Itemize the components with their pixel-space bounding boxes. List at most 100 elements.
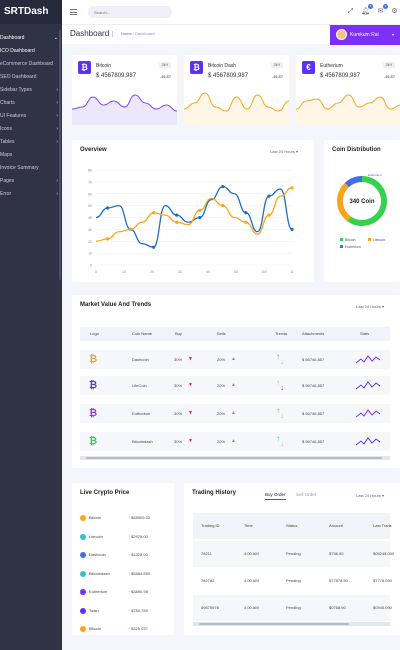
x-tick-label: 0 bbox=[95, 270, 97, 274]
trading-scrollbar[interactable] bbox=[193, 622, 390, 626]
sidebar-item[interactable]: Error › bbox=[0, 188, 62, 201]
coin-name: LiteCoin bbox=[132, 383, 147, 388]
trend-arrows-icon: ↑ ↓ bbox=[276, 434, 284, 448]
coin-logo-icon: ₿ bbox=[89, 354, 98, 365]
trend-arrows-icon: ↑ ↓ bbox=[276, 406, 284, 420]
sidebar-item[interactable]: Tables › bbox=[0, 136, 62, 149]
coin-price: ↑ $3890.98 bbox=[128, 585, 148, 599]
trading-period-select[interactable]: Last 24 Hours ▾ bbox=[356, 493, 385, 498]
page-header: Dashboard Home / Dashboard Kumkum Rai ▾ bbox=[62, 24, 400, 45]
mail-icon[interactable]: ✉ 3 bbox=[377, 4, 388, 15]
pie-slice bbox=[347, 176, 387, 226]
coin-period-badge: 24H bbox=[158, 62, 171, 68]
sidebar-item[interactable]: Pages › bbox=[0, 175, 62, 188]
search-input[interactable] bbox=[88, 6, 172, 18]
tab-sell-order[interactable]: Sell Order bbox=[296, 492, 317, 497]
table-row[interactable]: 89675978 4.00 AM Pending $0768.90 $0945.090 bbox=[193, 595, 392, 621]
column-header: Status bbox=[286, 523, 298, 528]
coin-price: ↑ $1328.00 bbox=[128, 548, 148, 562]
series-point bbox=[198, 215, 202, 220]
overview-period-select[interactable]: Last 24 Hours ▾ bbox=[270, 149, 299, 154]
column-header: Trading ID bbox=[201, 523, 220, 528]
sidebar-item[interactable]: UI Features › bbox=[0, 110, 62, 123]
cell-last: $7778.090 bbox=[373, 578, 392, 583]
cell-time: 4.00 AM bbox=[244, 551, 259, 556]
list-item[interactable]: Bitcoindash ↑ $5684.890 bbox=[80, 567, 170, 582]
sidebar-item[interactable]: Invoice Summary bbox=[0, 162, 62, 175]
list-item[interactable]: Toain ↑ $750.789 bbox=[80, 604, 170, 619]
sparkline-area bbox=[296, 95, 400, 125]
trend-arrows-icon: ↑ ↓ bbox=[276, 352, 284, 366]
price-value: $5684.890 bbox=[131, 570, 151, 576]
x-tick-label: 10 bbox=[122, 270, 126, 274]
table-row[interactable]: 78211 4.00 AM Pending $758.90 $05245.090 bbox=[193, 541, 394, 567]
fullscreen-icon[interactable]: ⤢ bbox=[347, 8, 354, 15]
menu-toggle-icon[interactable] bbox=[70, 9, 77, 15]
attachment-value: $ 56746,857 bbox=[302, 439, 325, 444]
x-tick-label: 40 bbox=[206, 270, 210, 274]
live-title: Live Crypto Price bbox=[80, 490, 130, 496]
buy-value: 30% bbox=[174, 439, 183, 444]
slice-label: Eutherium bbox=[368, 173, 382, 177]
series-point bbox=[267, 194, 271, 198]
sidebar-item[interactable]: Sidebar Types › bbox=[0, 84, 62, 97]
series-point bbox=[175, 213, 179, 217]
coin-icon: ₿ bbox=[78, 61, 91, 74]
series-point bbox=[105, 206, 110, 210]
coin-name: Eutherium bbox=[89, 589, 108, 594]
bell-icon[interactable]: 🔔︎ 3 bbox=[361, 4, 373, 15]
sidebar-scrollbar[interactable] bbox=[59, 30, 61, 280]
table-row[interactable]: ₿ LiteCoin 30% ▼ 20% ▲ ↑ ↓ $ 56746,857 bbox=[80, 376, 390, 395]
sidebar-item[interactable]: Dashboard ⌄ bbox=[0, 32, 62, 45]
legend-label: Bitcoin bbox=[345, 238, 356, 242]
price-value: $3890.98 bbox=[131, 589, 148, 594]
breadcrumb-home[interactable]: Home bbox=[121, 31, 132, 36]
column-header: Attachments bbox=[302, 331, 325, 336]
table-row[interactable]: ₿ Dashcoin 30% ▼ 20% ▲ ↑ ↓ $ 56746,857 bbox=[80, 350, 390, 369]
legend-swatch bbox=[368, 238, 371, 241]
market-scrollbar[interactable] bbox=[80, 456, 390, 460]
table-row[interactable]: ₿ Euthorium 30% ▼ 20% ▲ ↑ ↓ $ 56746,857 bbox=[80, 404, 390, 423]
chevron-icon: › bbox=[56, 178, 58, 184]
table-row[interactable]: ₿ Bitcoindash 30% ▼ 20% ▲ ↑ ↓ $ 56746,857 bbox=[80, 432, 390, 451]
triangle-up-icon: ▲ bbox=[231, 356, 236, 362]
sidebar-item[interactable]: ICO Dashboard bbox=[0, 45, 62, 58]
coin-name: Bitcoin bbox=[89, 515, 102, 520]
tab-buy-order[interactable]: Buy Order bbox=[265, 492, 286, 500]
breadcrumb-current: Dashboard bbox=[135, 31, 155, 36]
coin-logo-icon: ₿ bbox=[89, 380, 98, 391]
sidebar-item[interactable]: eCommerce Dashboard bbox=[0, 58, 62, 71]
list-item[interactable]: Eutherium ↑ $3890.98 bbox=[80, 585, 170, 600]
sidebar-item-label: Maps bbox=[0, 152, 13, 158]
coin-change: -45.87 bbox=[271, 74, 283, 79]
coin-period-badge: 24H bbox=[382, 62, 395, 68]
list-item[interactable]: Bitcoin ↑ $65909.00 bbox=[80, 511, 170, 526]
coin-price: ↑ $750.789 bbox=[128, 604, 148, 618]
list-item[interactable]: Dashcoin ↑ $1328.00 bbox=[80, 548, 170, 563]
market-period-select[interactable]: Last 24 Hours ▾ bbox=[356, 304, 385, 309]
gear-icon[interactable]: ⚙ bbox=[391, 8, 398, 15]
arrow-up-icon: ↑ bbox=[128, 552, 132, 557]
sparkline-line bbox=[72, 94, 177, 112]
attachment-value: $ 56746,857 bbox=[302, 383, 325, 388]
sidebar-item[interactable]: SEO Dashboard bbox=[0, 71, 62, 84]
sidebar-item-label: Dashboard bbox=[0, 35, 25, 41]
brand-logo[interactable]: SRTDash bbox=[0, 0, 62, 24]
sidebar-item[interactable]: Charts › bbox=[0, 97, 62, 110]
sidebar-item[interactable]: Maps bbox=[0, 149, 62, 162]
user-menu-button[interactable]: Kumkum Rai ▾ bbox=[330, 25, 400, 45]
table-row[interactable]: 782782 4.00 AM Pending $77878.90 $7778.090 bbox=[193, 568, 392, 594]
legend-label: Eutherium bbox=[345, 245, 361, 249]
list-item[interactable]: Bitcoin ↑ $325.037 bbox=[80, 622, 170, 637]
distribution-chart: 340 Coin Eutherium Bitcoin Litecoin Eutheriu… bbox=[337, 173, 387, 249]
x-tick-label: 20 bbox=[150, 270, 154, 274]
coin-icon bbox=[80, 515, 86, 521]
column-header: Coin Name bbox=[132, 331, 153, 336]
distribution-title: Coin Distribution bbox=[332, 147, 381, 153]
triangle-down-icon: ▼ bbox=[188, 356, 193, 362]
coin-icon bbox=[80, 589, 86, 595]
sidebar-item[interactable]: Icons › bbox=[0, 123, 62, 136]
page-title: Dashboard bbox=[70, 29, 110, 38]
list-item[interactable]: Litecoin ↑ $2978.00 bbox=[80, 530, 170, 545]
coin-change: -45.87 bbox=[159, 74, 171, 79]
